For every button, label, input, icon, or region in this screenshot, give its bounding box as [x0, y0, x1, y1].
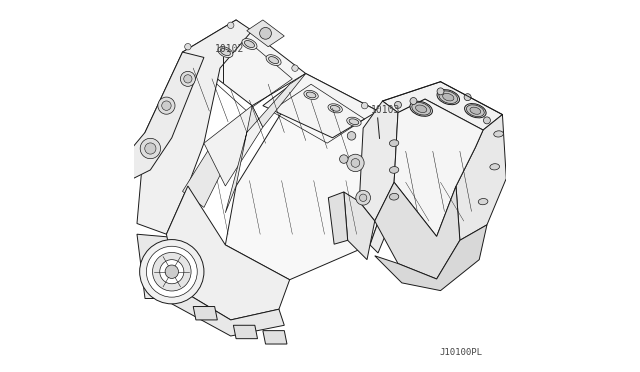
Polygon shape — [225, 74, 306, 213]
Ellipse shape — [306, 92, 316, 98]
Ellipse shape — [347, 117, 361, 126]
Circle shape — [162, 101, 171, 110]
Polygon shape — [234, 325, 257, 339]
Ellipse shape — [490, 164, 499, 170]
Circle shape — [180, 71, 195, 86]
Circle shape — [362, 102, 368, 109]
Ellipse shape — [410, 101, 433, 116]
Ellipse shape — [328, 104, 342, 113]
Polygon shape — [225, 74, 386, 280]
Circle shape — [340, 155, 348, 163]
Circle shape — [360, 194, 367, 201]
Circle shape — [147, 246, 197, 297]
Circle shape — [292, 65, 298, 71]
Polygon shape — [375, 182, 460, 279]
Text: 10102: 10102 — [215, 44, 244, 54]
Ellipse shape — [437, 90, 460, 105]
Circle shape — [160, 260, 184, 284]
Ellipse shape — [102, 166, 113, 174]
Polygon shape — [118, 52, 204, 181]
Ellipse shape — [242, 39, 257, 49]
Polygon shape — [359, 101, 398, 221]
Circle shape — [184, 75, 192, 83]
Polygon shape — [182, 148, 225, 208]
Ellipse shape — [439, 91, 458, 103]
Polygon shape — [137, 20, 252, 234]
Circle shape — [158, 97, 175, 114]
Circle shape — [152, 253, 191, 291]
Ellipse shape — [467, 105, 484, 116]
Ellipse shape — [304, 90, 318, 99]
Ellipse shape — [493, 131, 504, 137]
Polygon shape — [97, 159, 129, 208]
Polygon shape — [328, 192, 348, 244]
Polygon shape — [247, 20, 284, 47]
Circle shape — [483, 117, 490, 124]
Text: 10103: 10103 — [371, 105, 401, 115]
Ellipse shape — [244, 41, 255, 48]
Polygon shape — [394, 99, 483, 237]
Polygon shape — [370, 111, 397, 253]
Circle shape — [351, 158, 360, 167]
Polygon shape — [375, 225, 487, 291]
Ellipse shape — [443, 93, 454, 101]
Ellipse shape — [470, 107, 481, 114]
Polygon shape — [263, 331, 287, 344]
Circle shape — [347, 154, 364, 171]
Circle shape — [348, 132, 356, 140]
Polygon shape — [137, 234, 204, 298]
Circle shape — [410, 97, 417, 105]
Ellipse shape — [465, 103, 486, 118]
Ellipse shape — [218, 46, 233, 58]
Polygon shape — [456, 115, 506, 240]
Circle shape — [185, 44, 191, 50]
Ellipse shape — [389, 193, 399, 200]
Circle shape — [464, 94, 471, 101]
Circle shape — [260, 28, 271, 39]
Ellipse shape — [415, 105, 427, 113]
Circle shape — [145, 143, 156, 154]
Circle shape — [140, 138, 161, 159]
Polygon shape — [204, 106, 263, 186]
Ellipse shape — [389, 140, 399, 147]
Ellipse shape — [389, 167, 399, 173]
Polygon shape — [344, 192, 375, 260]
Circle shape — [437, 88, 444, 95]
Polygon shape — [166, 186, 290, 320]
Ellipse shape — [266, 55, 281, 65]
Ellipse shape — [102, 182, 113, 190]
Circle shape — [227, 22, 234, 29]
Ellipse shape — [269, 57, 278, 64]
Circle shape — [356, 190, 371, 205]
Ellipse shape — [412, 103, 431, 115]
Ellipse shape — [102, 198, 113, 206]
Ellipse shape — [349, 119, 359, 125]
Polygon shape — [172, 288, 284, 336]
Circle shape — [140, 240, 204, 304]
Polygon shape — [182, 20, 306, 106]
Ellipse shape — [220, 49, 230, 55]
Polygon shape — [383, 82, 502, 130]
Ellipse shape — [330, 105, 340, 111]
Polygon shape — [193, 307, 218, 320]
Circle shape — [165, 265, 179, 278]
Polygon shape — [378, 111, 402, 213]
Circle shape — [394, 102, 401, 108]
Text: J10100PL: J10100PL — [440, 348, 483, 357]
Polygon shape — [263, 74, 378, 138]
Ellipse shape — [478, 199, 488, 205]
